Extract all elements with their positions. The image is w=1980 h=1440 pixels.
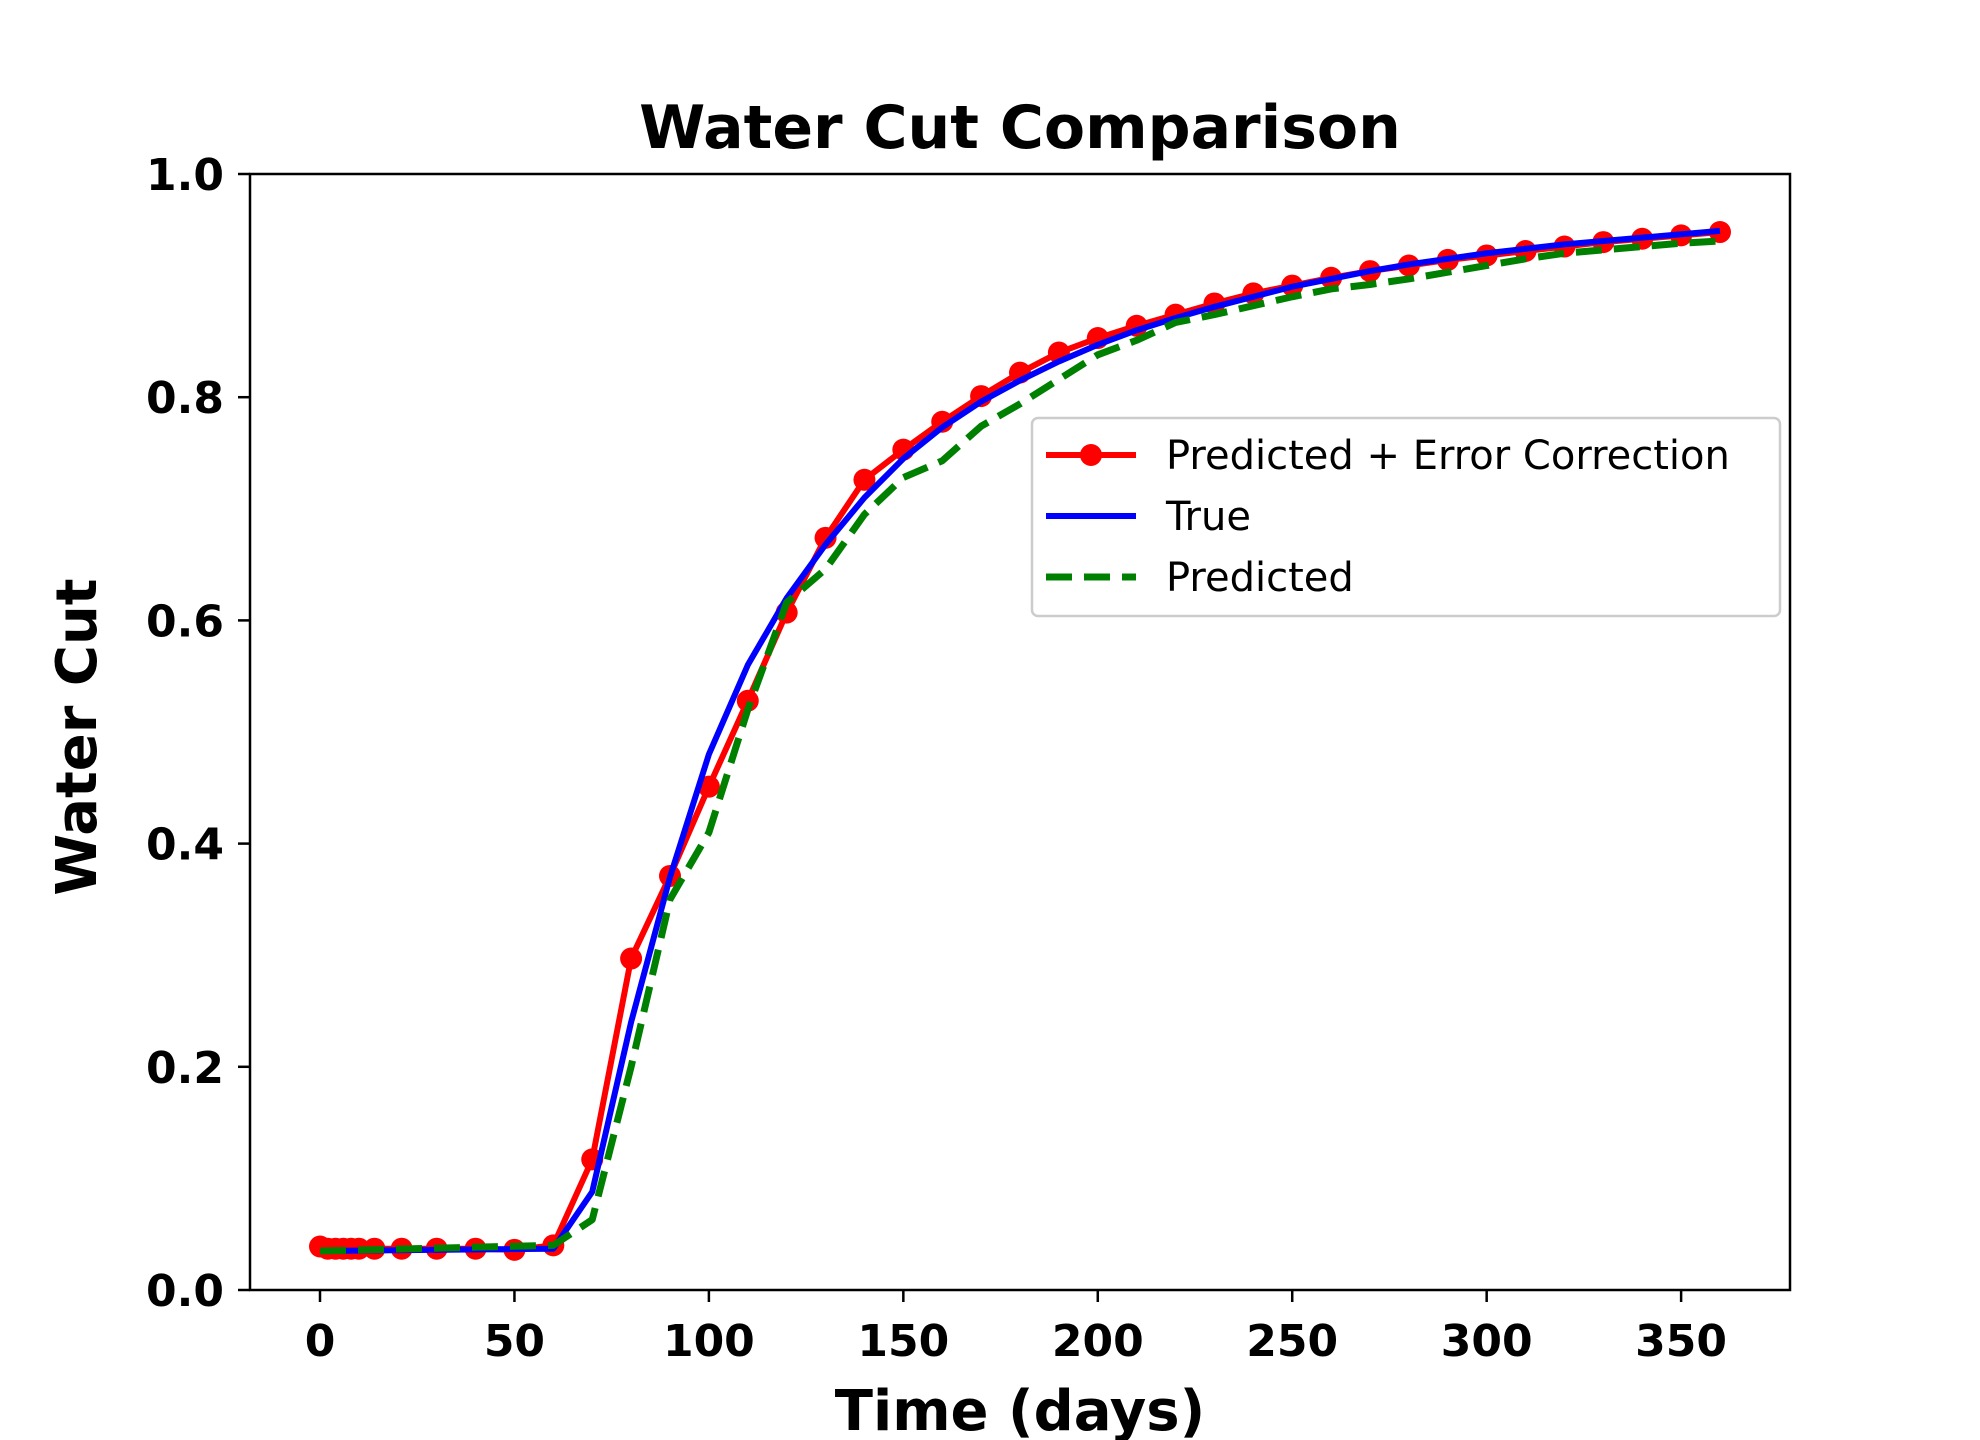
y-axis-ticks: 0.0 0.2 0.4 0.6 0.8 1.0 <box>146 150 250 1317</box>
legend-label: Predicted <box>1166 555 1354 601</box>
legend-marker <box>1080 444 1102 466</box>
x-axis-label: Time (days) <box>835 1379 1205 1440</box>
series-true <box>319 227 1721 1254</box>
series-layer <box>309 221 1731 1261</box>
legend-item: Predicted <box>1046 555 1354 601</box>
legend-label: True <box>1165 494 1251 540</box>
x-axis-ticks: 0 50 100 150 200 250 300 350 <box>305 1290 1727 1367</box>
series-line <box>319 227 1721 1254</box>
y-tick-label: 0.4 <box>146 820 224 871</box>
x-tick-label: 200 <box>1052 1316 1144 1367</box>
x-tick-label: 50 <box>484 1316 545 1367</box>
legend-label: Predicted + Error Correction <box>1166 433 1730 479</box>
series-line <box>319 237 1721 1255</box>
y-tick-label: 0.0 <box>146 1266 224 1317</box>
plot-area <box>248 172 1792 1292</box>
series-predicted <box>319 237 1721 1255</box>
y-tick-label: 0.8 <box>146 373 224 424</box>
y-tick-label: 0.2 <box>146 1043 224 1094</box>
y-tick-label: 1.0 <box>146 150 224 201</box>
plot-frame <box>248 172 1792 1292</box>
x-tick-label: 300 <box>1441 1316 1533 1367</box>
legend-box <box>1030 416 1782 618</box>
legend-item: True <box>1046 494 1251 540</box>
chart-title: Water Cut Comparison <box>639 93 1401 163</box>
data-point <box>814 526 837 549</box>
x-tick-label: 150 <box>857 1316 949 1367</box>
x-tick-label: 250 <box>1246 1316 1338 1367</box>
data-point <box>620 947 643 970</box>
legend: Predicted + Error Correction True Predicte… <box>1030 416 1782 618</box>
x-tick-label: 100 <box>663 1316 755 1367</box>
y-axis-label: Water Cut <box>45 578 110 895</box>
data-point <box>736 689 759 712</box>
x-tick-label: 0 <box>305 1316 336 1367</box>
x-tick-label: 350 <box>1635 1316 1727 1367</box>
data-point <box>853 468 876 491</box>
legend-item: Predicted + Error Correction <box>1046 433 1730 479</box>
y-tick-label: 0.6 <box>146 596 224 647</box>
